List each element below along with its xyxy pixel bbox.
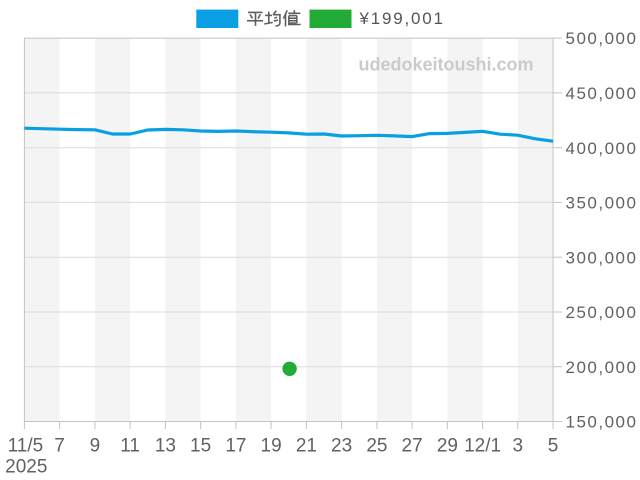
svg-text:23: 23 — [331, 436, 352, 457]
svg-text:11: 11 — [120, 436, 140, 457]
svg-text:2025: 2025 — [5, 457, 47, 478]
svg-text:21: 21 — [296, 436, 317, 457]
svg-text:150,000: 150,000 — [566, 413, 638, 432]
svg-text:9: 9 — [90, 436, 101, 457]
svg-text:11/5: 11/5 — [8, 436, 44, 457]
svg-text:27: 27 — [402, 436, 423, 457]
svg-text:200,000: 200,000 — [566, 358, 638, 377]
svg-text:29: 29 — [437, 436, 458, 457]
svg-text:500,000: 500,000 — [566, 29, 638, 48]
svg-text:25: 25 — [366, 436, 387, 457]
svg-text:12/1: 12/1 — [464, 436, 501, 457]
svg-text:udedokeitoushi.com: udedokeitoushi.com — [358, 55, 533, 75]
svg-text:15: 15 — [190, 436, 211, 457]
svg-text:7: 7 — [54, 436, 65, 457]
svg-text:17: 17 — [225, 436, 246, 457]
svg-text:3: 3 — [513, 436, 524, 457]
svg-text:5: 5 — [548, 436, 559, 457]
svg-text:13: 13 — [155, 436, 176, 457]
svg-text:450,000: 450,000 — [566, 84, 638, 103]
svg-text:19: 19 — [261, 436, 282, 457]
svg-text:400,000: 400,000 — [566, 139, 638, 158]
svg-text:300,000: 300,000 — [566, 248, 638, 267]
svg-text:350,000: 350,000 — [566, 194, 638, 213]
svg-text:250,000: 250,000 — [566, 303, 638, 322]
svg-text:¥199,001: ¥199,001 — [359, 9, 445, 28]
